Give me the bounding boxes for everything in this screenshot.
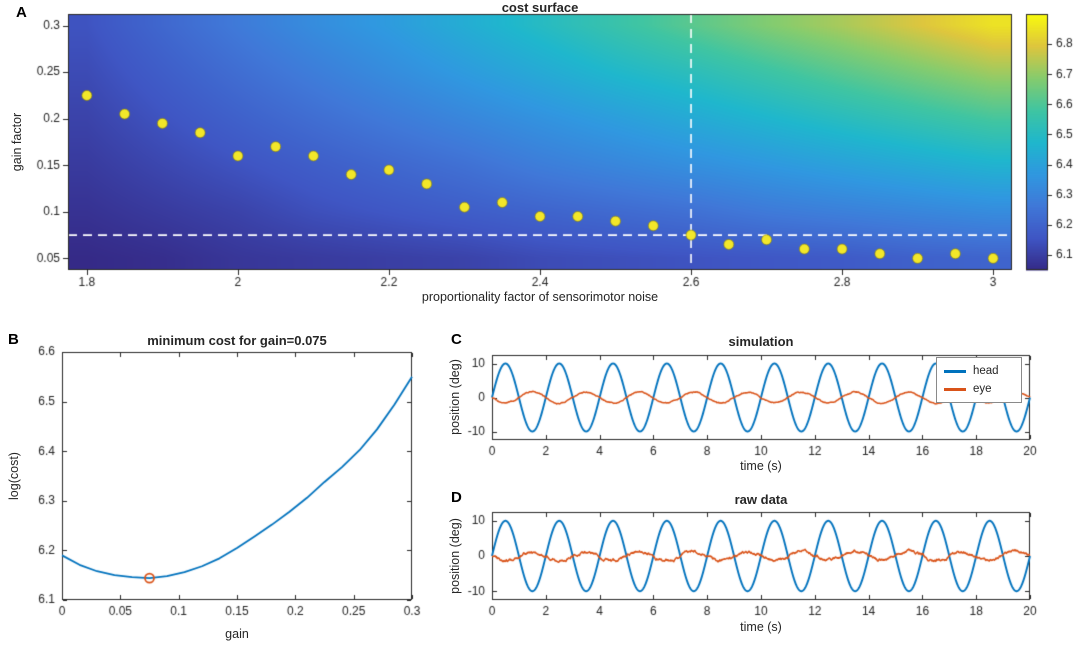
- panel-c-ylabel: position (deg): [448, 359, 462, 435]
- panel-d-ylabel: position (deg): [448, 518, 462, 594]
- head-line-swatch: [944, 369, 966, 373]
- panel-d-raw-data-canvas: [440, 490, 1084, 658]
- panel-a-label: A: [16, 4, 27, 21]
- legend-item-eye: eye: [944, 380, 1014, 398]
- panel-d-xlabel: time (s): [740, 620, 782, 634]
- panel-b-ylabel: log(cost): [7, 452, 21, 500]
- legend-label-head: head: [973, 365, 999, 377]
- eye-line-swatch: [944, 387, 966, 391]
- panel-d-title: raw data: [734, 492, 788, 507]
- panel-b-xlabel: gain: [225, 627, 249, 641]
- panel-c-xlabel: time (s): [740, 459, 782, 473]
- legend-item-head: head: [944, 362, 1014, 380]
- panel-b-label: B: [8, 331, 19, 348]
- panel-b-cost-curve-canvas: [0, 330, 440, 658]
- panel-c-label: C: [451, 331, 462, 348]
- panel-c-legend: head eye: [936, 357, 1022, 403]
- panel-a-ylabel: gain factor: [10, 112, 24, 172]
- panel-a-cost-surface-canvas: [0, 0, 1084, 330]
- panel-c-title: simulation: [728, 334, 794, 349]
- panel-b-title: minimum cost for gain=0.075: [147, 333, 327, 348]
- legend-label-eye: eye: [973, 383, 992, 395]
- panel-d-label: D: [451, 489, 462, 506]
- panel-c-simulation-canvas: [440, 330, 1084, 490]
- panel-a-title: cost surface: [501, 0, 579, 15]
- panel-a-xlabel: proportionality factor of sensorimotor n…: [421, 290, 659, 304]
